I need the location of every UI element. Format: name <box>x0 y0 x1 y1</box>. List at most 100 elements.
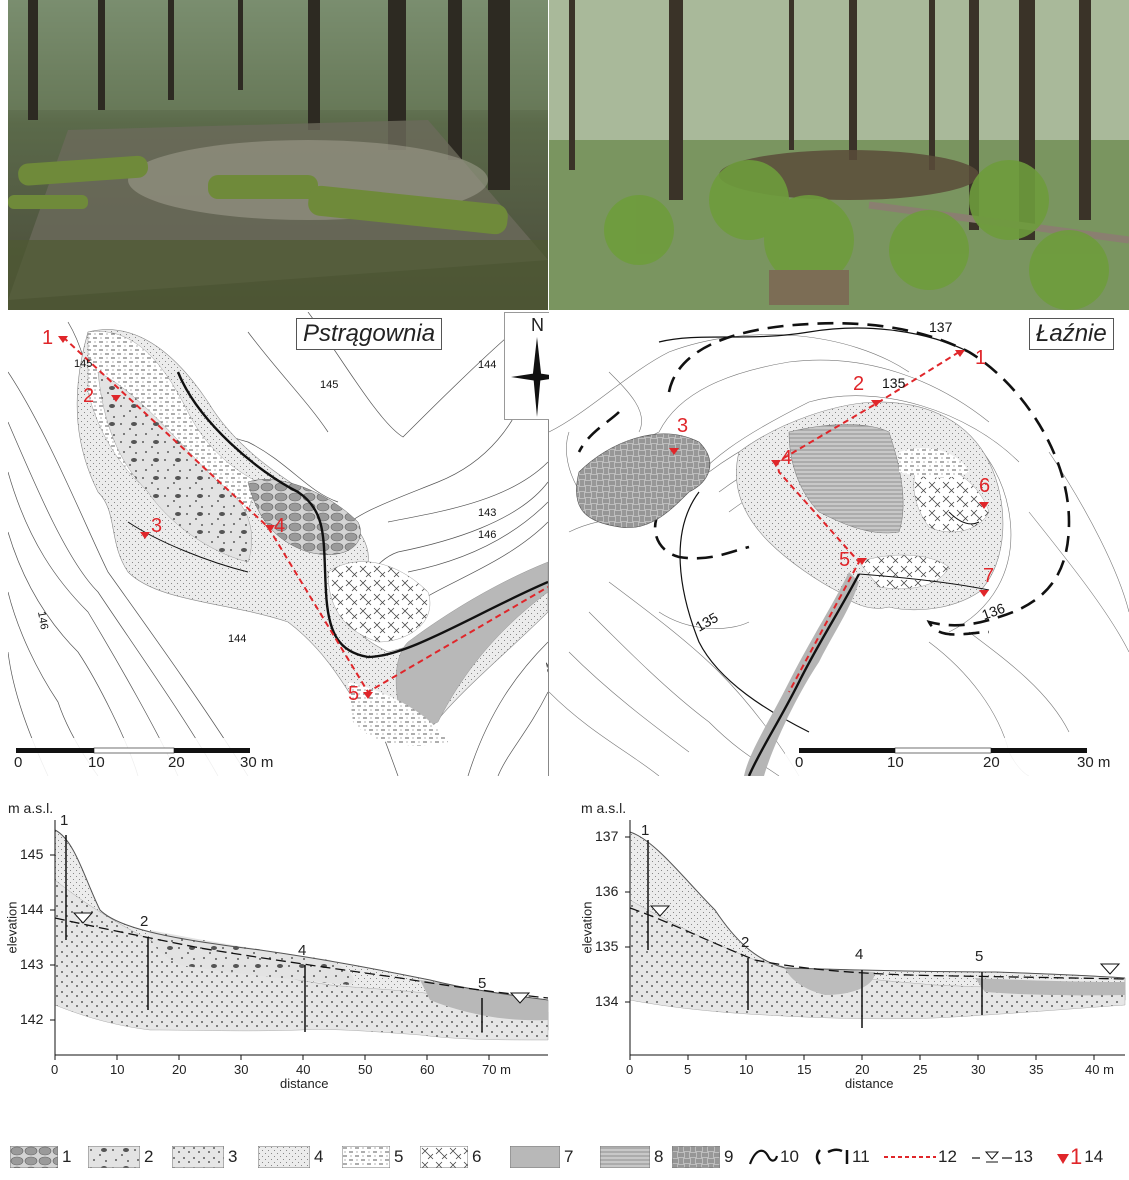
point-label: 5 <box>348 683 359 705</box>
red-triangle-icon <box>1057 1154 1069 1164</box>
x-tick: 5 <box>684 1062 692 1077</box>
map-laznie: 137 135 135 136 1 2 3 4 5 6 7 0 10 20 30… <box>549 312 1129 776</box>
point-label: 6 <box>979 475 990 497</box>
x-tick: 50 <box>358 1062 373 1077</box>
scale-10: 10 <box>88 754 105 771</box>
point-label: 4 <box>274 515 285 537</box>
x-tick: 40 m <box>1085 1062 1114 1077</box>
photo-laznie <box>549 0 1129 310</box>
legend-label: 2 <box>144 1147 154 1166</box>
point-label: 4 <box>781 447 792 469</box>
legend-label: 3 <box>228 1147 238 1166</box>
point-label: 2 <box>853 373 864 395</box>
point-label: 2 <box>83 385 94 407</box>
crosses-swatch-icon <box>420 1146 468 1168</box>
red-dashed-line-icon <box>884 1156 936 1158</box>
legend-item-2: 2 <box>88 1140 153 1174</box>
x-tick: 30 <box>971 1062 986 1077</box>
point-label: 3 <box>151 515 162 537</box>
legend-label: 4 <box>314 1147 324 1166</box>
profile-point: 5 <box>478 975 487 992</box>
legend-item-10: 10 <box>748 1140 799 1174</box>
legend-item-6: 6 <box>420 1140 481 1174</box>
gravel-swatch-icon <box>88 1146 140 1168</box>
legend-item-3: 3 <box>172 1140 237 1174</box>
scale-30: 30 m <box>240 754 274 771</box>
axis-unit: m a.s.l. <box>581 800 627 816</box>
legend-item-13: 13 <box>970 1140 1033 1174</box>
contour-label: 135 <box>543 660 548 680</box>
legend-label: 5 <box>394 1147 404 1166</box>
scale-0: 0 <box>14 754 23 771</box>
axis-title-x: distance <box>280 1076 329 1091</box>
x-tick: 15 <box>797 1062 812 1077</box>
point-label: 7 <box>983 565 994 587</box>
y-tick: 136 <box>595 883 619 899</box>
legend-item-4: 4 <box>258 1140 323 1174</box>
y-tick: 145 <box>20 846 44 862</box>
profile-point: 2 <box>140 913 149 930</box>
coarse-sand-swatch-icon <box>172 1146 224 1168</box>
profile-point: 1 <box>641 822 650 839</box>
legend-item-5: 5 <box>342 1140 403 1174</box>
legend-item-7: 7 <box>510 1140 573 1174</box>
x-tick: 10 <box>110 1062 125 1077</box>
profile-point: 2 <box>741 934 750 951</box>
axis-unit: m a.s.l. <box>8 800 54 816</box>
x-tick: 10 <box>739 1062 754 1077</box>
profile-point: 4 <box>855 946 864 963</box>
x-tick: 30 <box>234 1062 249 1077</box>
scale-10: 10 <box>887 754 904 771</box>
axis-title-y: elevation <box>4 901 20 954</box>
legend-item-9: 9 <box>672 1140 733 1174</box>
scale-0: 0 <box>795 754 804 771</box>
x-tick: 25 <box>913 1062 928 1077</box>
y-tick: 137 <box>595 828 619 844</box>
contour-label: 136 <box>980 600 1008 623</box>
legend-label: 9 <box>724 1147 734 1166</box>
legend-label: 12 <box>938 1147 957 1166</box>
dashed-boundary-icon <box>815 1148 849 1165</box>
horizontal-lines-swatch-icon <box>600 1146 650 1168</box>
legend-label: 11 <box>852 1147 870 1166</box>
contour-label: 146 <box>35 610 50 630</box>
legend-item-1: 1 <box>10 1140 71 1174</box>
scale-20: 20 <box>983 754 1000 771</box>
contour-label: 144 <box>478 359 496 371</box>
profile-point: 5 <box>975 948 984 965</box>
profile-pstragownia: m a.s.l. elevation 145 144 143 142 0 10 … <box>0 800 555 1120</box>
legend-label: 13 <box>1014 1147 1033 1166</box>
x-tick: 0 <box>51 1062 59 1077</box>
map-pstragownia: 145 145 144 143 146 146 144 135 1 2 3 4 … <box>8 312 549 776</box>
contour-label: 145 <box>320 379 338 391</box>
profile-point: 1 <box>60 812 69 829</box>
x-tick: 0 <box>626 1062 634 1077</box>
contour-label: 135 <box>882 375 906 391</box>
cobbles-swatch-icon <box>10 1146 58 1168</box>
point-label: 1 <box>42 327 53 349</box>
axis-title-x: distance <box>845 1076 894 1091</box>
map-title-left: Pstrągownia <box>296 318 443 350</box>
y-tick: 134 <box>595 993 619 1009</box>
point-label: 3 <box>677 415 688 437</box>
x-tick: 35 <box>1029 1062 1044 1077</box>
scale-30: 30 m <box>1077 754 1111 771</box>
legend-item-12: 12 <box>882 1140 957 1174</box>
x-tick: 20 <box>855 1062 870 1077</box>
legend-label: 8 <box>654 1147 664 1166</box>
stream-line-icon <box>748 1149 778 1165</box>
legend-label: 10 <box>780 1147 799 1166</box>
legend-item-14: 1 14 <box>1056 1140 1103 1174</box>
checker-swatch-icon <box>672 1146 720 1168</box>
contour-label: 143 <box>478 507 496 519</box>
x-tick: 60 <box>420 1062 435 1077</box>
x-tick: 40 <box>296 1062 311 1077</box>
grey-fill-swatch-icon <box>510 1146 560 1168</box>
north-label: N <box>531 315 544 335</box>
contour-label: 137 <box>929 319 953 335</box>
legend-item-8: 8 <box>600 1140 663 1174</box>
legend-label: 1 <box>62 1147 72 1166</box>
water-table-icon <box>972 1151 1012 1163</box>
contour-label: 145 <box>74 358 92 370</box>
y-tick: 142 <box>20 1011 44 1027</box>
